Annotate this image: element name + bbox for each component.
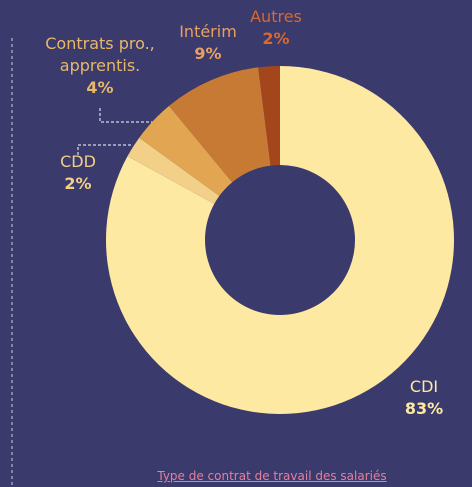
value-label: 9% [194, 44, 222, 63]
donut-slice [127, 137, 220, 204]
donut-slice [139, 105, 233, 196]
donut-slice [169, 67, 271, 183]
category-name: CDI [409, 377, 439, 396]
slice-label: Intérim 9% [160, 21, 256, 65]
category-name: Intérim [179, 22, 237, 41]
value-label: 83% [404, 399, 444, 418]
slice-label: CDI 83% [374, 376, 472, 420]
slice-label: Contrats pro., apprentis. 4% [10, 33, 190, 99]
connector [77, 144, 132, 155]
donut-slice [258, 66, 280, 166]
value-label: 2% [262, 29, 290, 48]
donut-slice [105, 66, 455, 414]
category-name: CDD [60, 152, 96, 171]
category-name: Contrats pro., apprentis. [45, 34, 155, 75]
value-label: 2% [64, 174, 92, 193]
caption: Type de contrat de travail des salariés [157, 469, 387, 483]
slice-label: Autres 2% [236, 6, 316, 50]
value-label: 4% [86, 78, 114, 97]
category-name: Autres [250, 7, 302, 26]
slice-label: CDD 2% [38, 151, 118, 195]
